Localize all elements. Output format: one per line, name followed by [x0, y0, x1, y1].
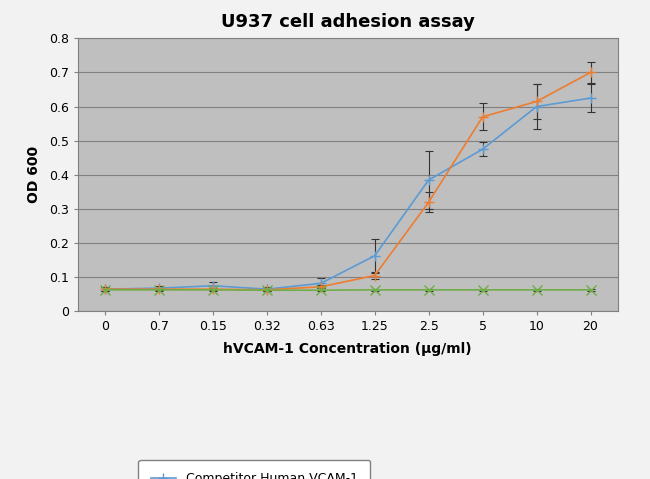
Legend: Competitor Human VCAM-1, PeproTech Human VCAM-1, BSA: Competitor Human VCAM-1, PeproTech Human… — [138, 459, 370, 479]
X-axis label: hVCAM-1 Concentration (μg/ml): hVCAM-1 Concentration (μg/ml) — [224, 342, 472, 356]
Y-axis label: OD 600: OD 600 — [27, 146, 41, 204]
Title: U937 cell adhesion assay: U937 cell adhesion assay — [221, 13, 474, 31]
